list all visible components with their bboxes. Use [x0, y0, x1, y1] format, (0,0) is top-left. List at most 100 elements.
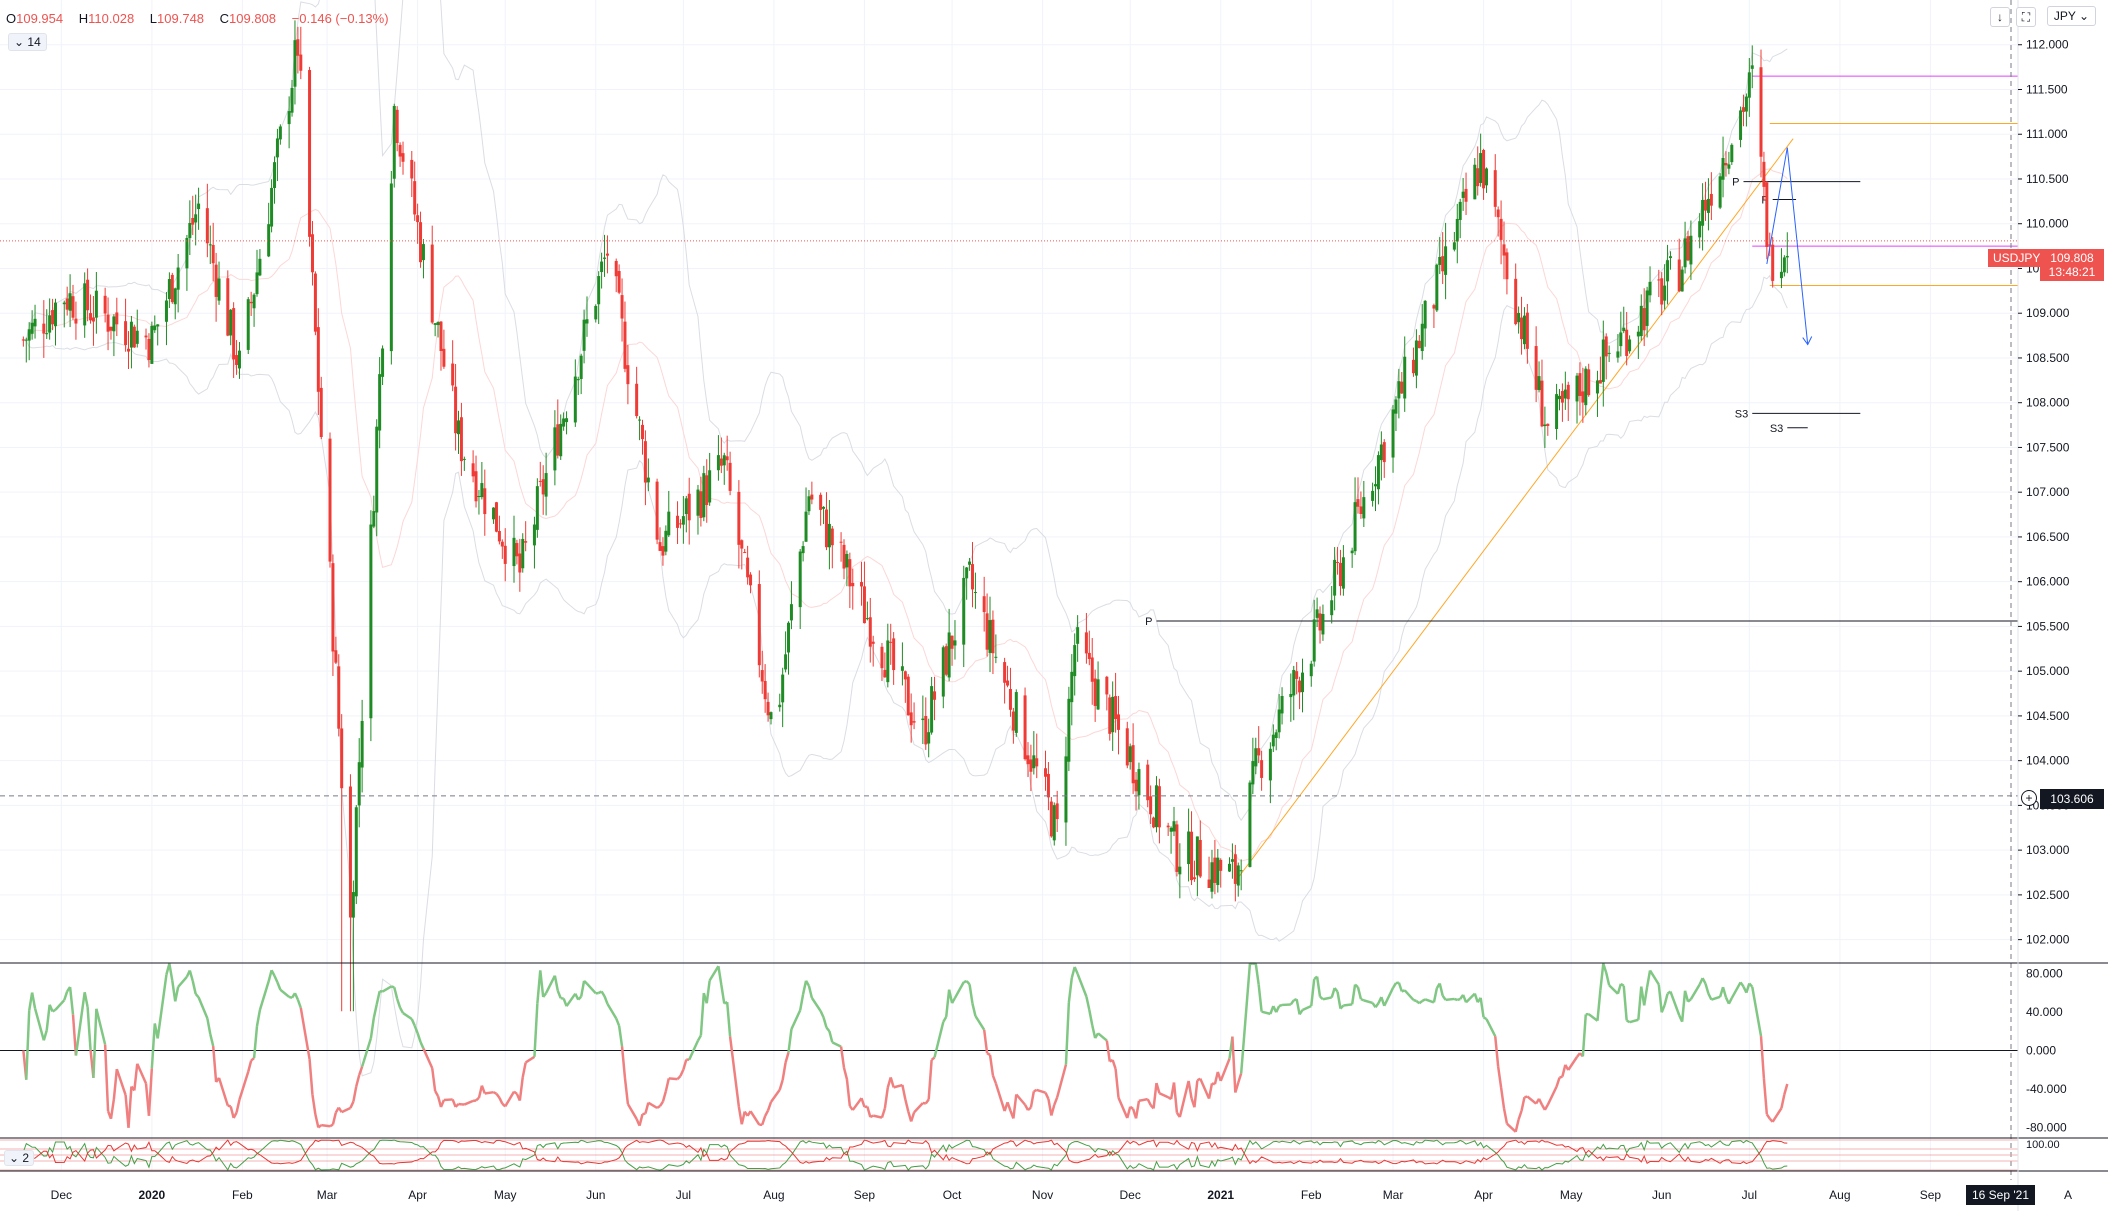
auto-scale-button[interactable]: A	[2064, 1188, 2072, 1202]
candle-body	[218, 279, 221, 301]
candle-body	[761, 670, 764, 681]
candle-body	[702, 473, 705, 517]
candle-body	[647, 478, 650, 483]
osc-segment	[1454, 999, 1457, 1000]
candle-body	[1333, 560, 1336, 596]
time-tick-label: Nov	[1032, 1188, 1053, 1202]
candle-body	[1500, 219, 1503, 240]
osc-segment	[1618, 984, 1621, 994]
candle-body	[1342, 557, 1345, 588]
candle-body	[1730, 145, 1733, 162]
candle-body	[1517, 313, 1520, 322]
candle-body	[498, 531, 501, 541]
candle-body	[454, 387, 457, 434]
time-tick-label: Mar	[1383, 1188, 1404, 1202]
osc-segment	[970, 984, 973, 1003]
candle-body	[255, 272, 258, 294]
price-tick-label: 106.000	[2026, 575, 2070, 589]
osc-segment	[1338, 992, 1341, 1009]
osc-segment	[1741, 982, 1744, 986]
osc-segment	[914, 1103, 923, 1112]
osc-segment	[1422, 999, 1425, 1001]
candle-body	[699, 491, 702, 518]
candle-body	[851, 583, 854, 586]
fullscreen-icon[interactable]: ⛶	[2016, 7, 2036, 27]
osc-segment	[1548, 1087, 1557, 1105]
candle-body	[986, 613, 989, 649]
candle-body	[1412, 360, 1415, 373]
osc-segment	[178, 977, 187, 987]
candle-body	[556, 424, 559, 455]
osc-segment	[1425, 999, 1434, 1002]
osc-segment	[1495, 1036, 1498, 1066]
candle-body	[291, 88, 294, 113]
candle-body	[1628, 339, 1631, 351]
osc-segment	[1589, 1014, 1598, 1021]
candle-body	[971, 564, 974, 589]
candle-body	[1418, 341, 1421, 348]
candle-body	[381, 348, 384, 376]
candle-body	[437, 322, 440, 325]
candle-body	[1421, 324, 1424, 351]
osc-segment	[111, 1099, 114, 1119]
add-icon[interactable]: +	[2021, 790, 2037, 806]
candle-body	[349, 787, 352, 918]
osc-segment	[383, 986, 392, 991]
candle-body	[1637, 332, 1640, 337]
osc-segment	[199, 997, 208, 1018]
osc-segment	[1519, 1111, 1522, 1120]
candle-body	[825, 509, 828, 547]
candle-body	[983, 596, 986, 612]
candle-body	[1219, 860, 1222, 871]
candle-body	[1523, 316, 1526, 345]
candle-body	[1146, 765, 1149, 801]
indicator-toggle[interactable]: ⌄ 14	[8, 33, 47, 51]
osc-segment	[821, 1011, 824, 1017]
candle-body	[1278, 710, 1281, 733]
candle-body	[1558, 396, 1561, 399]
osc-segment	[137, 1064, 146, 1084]
time-tick-label: Jul	[1742, 1188, 1757, 1202]
candle-body	[104, 296, 107, 314]
candle-body	[1003, 662, 1006, 683]
candle-body	[802, 546, 805, 553]
candle-body	[676, 516, 679, 528]
osc-segment	[935, 1022, 944, 1057]
osc-segment	[1180, 1081, 1189, 1117]
candle-body	[521, 539, 524, 568]
osc-segment	[315, 1115, 318, 1128]
osc-segment	[1600, 964, 1603, 990]
osc-segment	[789, 1029, 792, 1052]
osc-segment	[1200, 1079, 1209, 1099]
scroll-down-icon[interactable]: ↓	[1990, 7, 2010, 27]
osc-segment	[791, 1010, 800, 1029]
time-tick-label: Mar	[317, 1188, 338, 1202]
candle-body	[369, 525, 372, 719]
osc-segment	[350, 1102, 353, 1108]
currency-selector[interactable]: JPY ⌄	[2047, 6, 2096, 26]
candle-body	[1771, 245, 1774, 281]
candle-body	[580, 356, 583, 379]
candle-body	[1514, 279, 1517, 324]
candle-body	[1026, 755, 1029, 764]
candle-body	[729, 463, 732, 491]
osc-segment	[260, 981, 269, 1010]
osc-segment	[882, 1108, 885, 1117]
osc-segment	[800, 994, 803, 1010]
moving-average	[23, 169, 1787, 861]
candle-body	[1108, 697, 1111, 733]
osc-segment	[456, 1104, 459, 1107]
osc-segment	[76, 992, 85, 1055]
osc-segment	[88, 1007, 91, 1050]
candle-body	[1056, 803, 1059, 819]
close-label: C	[220, 11, 229, 26]
osc-segment	[1606, 973, 1609, 986]
osc-segment	[1708, 994, 1711, 1000]
indicator-toggle-2[interactable]: ⌄ 2	[4, 1150, 34, 1166]
osc-segment	[1440, 983, 1443, 995]
candle-body	[361, 721, 364, 768]
osc-segment	[1729, 998, 1732, 1004]
osc-segment	[377, 991, 380, 1004]
